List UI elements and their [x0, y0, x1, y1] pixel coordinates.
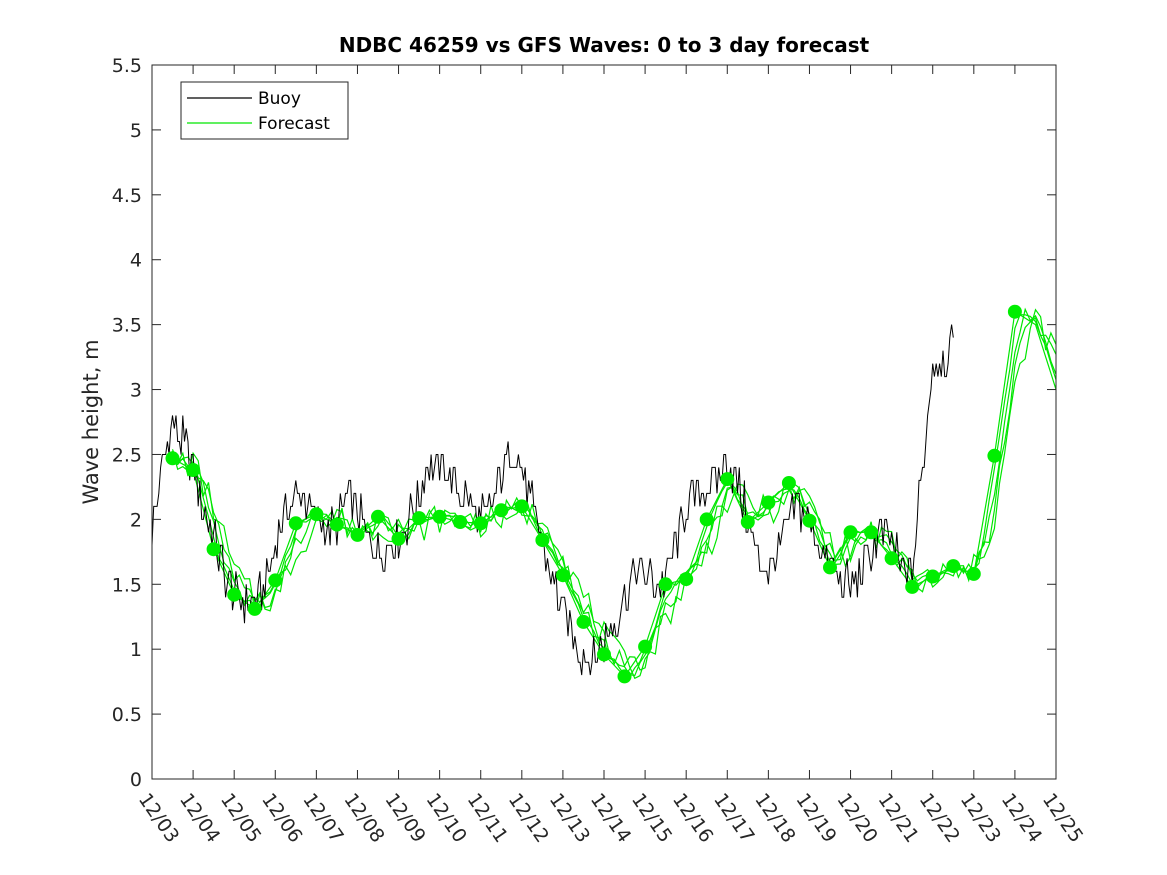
x-tick-label: 12/05 — [216, 789, 265, 846]
forecast-marker — [987, 448, 1002, 463]
forecast-marker — [576, 614, 591, 629]
y-tick-label: 2.5 — [112, 444, 142, 466]
forecast-marker — [309, 507, 324, 522]
forecast-marker — [699, 512, 714, 527]
forecast-marker — [597, 647, 611, 662]
plot-area — [152, 65, 1056, 779]
forecast-marker — [391, 531, 406, 546]
forecast-marker — [329, 517, 344, 532]
forecast-marker — [412, 511, 427, 526]
forecast-marker — [1007, 304, 1022, 319]
legend-box — [180, 81, 349, 140]
x-tick-label: 12/09 — [380, 789, 429, 846]
x-tick-label: 12/23 — [956, 789, 1005, 846]
y-tick-label: 5 — [130, 120, 142, 142]
y-tick-labels: 0 0.5 1 1.5 2 2.5 3 3.5 4 4.5 5 5.5 — [112, 55, 142, 791]
y-tick-label: 0 — [130, 769, 142, 791]
forecast-marker — [638, 639, 653, 654]
y-tick-label: 0.5 — [112, 704, 142, 726]
x-tick-label: 12/16 — [668, 789, 717, 846]
y-tick-label: 3.5 — [112, 315, 142, 337]
forecast-marker — [165, 451, 180, 466]
forecast-marker — [371, 509, 385, 524]
forecast-marker — [473, 516, 488, 531]
forecast-marker — [946, 559, 961, 574]
chart-title: NDBC 46259 vs GFS Waves: 0 to 3 day fore… — [339, 33, 870, 57]
x-tick-label: 12/10 — [422, 789, 471, 846]
buoy-series — [151, 324, 954, 676]
forecast-marker — [864, 525, 879, 540]
legend-buoy-label: Buoy — [258, 89, 301, 109]
x-tick-label: 12/22 — [915, 789, 964, 846]
forecast-marker — [679, 572, 694, 587]
forecast-marker — [658, 577, 673, 592]
buoy-line — [151, 324, 954, 676]
forecast-marker — [453, 515, 468, 529]
axes — [151, 64, 1057, 780]
x-tick-label: 12/21 — [874, 789, 923, 846]
forecast-marker — [966, 566, 981, 581]
forecast-marker — [781, 476, 796, 490]
x-tick-label: 12/03 — [134, 789, 183, 846]
y-tick-label: 4.5 — [112, 185, 142, 207]
plot-background — [152, 65, 1056, 779]
forecast-marker — [925, 569, 940, 584]
x-tick-label: 12/20 — [832, 789, 881, 846]
x-tick-label: 12/12 — [504, 789, 553, 846]
forecast-marker — [843, 525, 858, 540]
x-tick-label: 12/08 — [339, 789, 388, 846]
forecast-marker — [555, 568, 570, 583]
forecast-marker — [905, 579, 920, 594]
x-tick-label: 12/06 — [257, 789, 306, 846]
forecast-marker — [432, 509, 447, 524]
forecast-marker — [288, 516, 303, 531]
legend-forecast-label: Forecast — [258, 114, 330, 134]
x-tick-label: 12/24 — [997, 789, 1046, 846]
forecast-marker — [535, 533, 550, 548]
y-tick-label: 2 — [130, 509, 142, 531]
x-tick-label: 12/04 — [175, 789, 224, 846]
y-axis-label: Wave height, m — [79, 339, 103, 504]
forecast-marker — [494, 503, 509, 518]
legend: Buoy Forecast — [180, 81, 349, 140]
x-tick-label: 12/13 — [545, 789, 594, 846]
forecast-marker — [720, 472, 735, 487]
x-tick-label: 12/19 — [791, 789, 840, 846]
x-tick-label: 12/18 — [750, 789, 799, 846]
forecast-marker — [268, 573, 283, 588]
x-tick-label: 12/25 — [1038, 789, 1087, 846]
x-tick-label: 12/11 — [463, 789, 512, 846]
x-tick-label: 12/17 — [709, 789, 758, 846]
y-tick-label: 1.5 — [112, 574, 142, 596]
forecast-marker — [206, 542, 221, 557]
forecast-marker — [884, 551, 899, 566]
forecast-marker — [514, 499, 529, 514]
x-tick-label: 12/15 — [627, 789, 676, 846]
x-tick-label: 12/07 — [298, 789, 347, 846]
forecast-marker — [350, 527, 365, 542]
y-tick-label: 1 — [130, 639, 142, 661]
x-tick-labels: 12/0312/0412/0512/0612/0712/0812/0912/10… — [134, 789, 1087, 846]
y-tick-label: 3 — [130, 380, 142, 402]
forecast-marker — [802, 513, 817, 528]
forecast-markers — [165, 304, 1022, 684]
forecast-marker — [227, 587, 242, 602]
forecast-marker — [823, 560, 837, 575]
y-tick-label: 5.5 — [112, 55, 142, 77]
forecast-marker — [617, 669, 632, 684]
x-tick-label: 12/14 — [586, 789, 635, 846]
forecast-marker — [761, 495, 776, 510]
forecast-marker — [186, 463, 201, 477]
forecast-marker — [740, 515, 755, 529]
forecast-marker — [247, 601, 262, 616]
y-tick-label: 4 — [130, 250, 142, 272]
